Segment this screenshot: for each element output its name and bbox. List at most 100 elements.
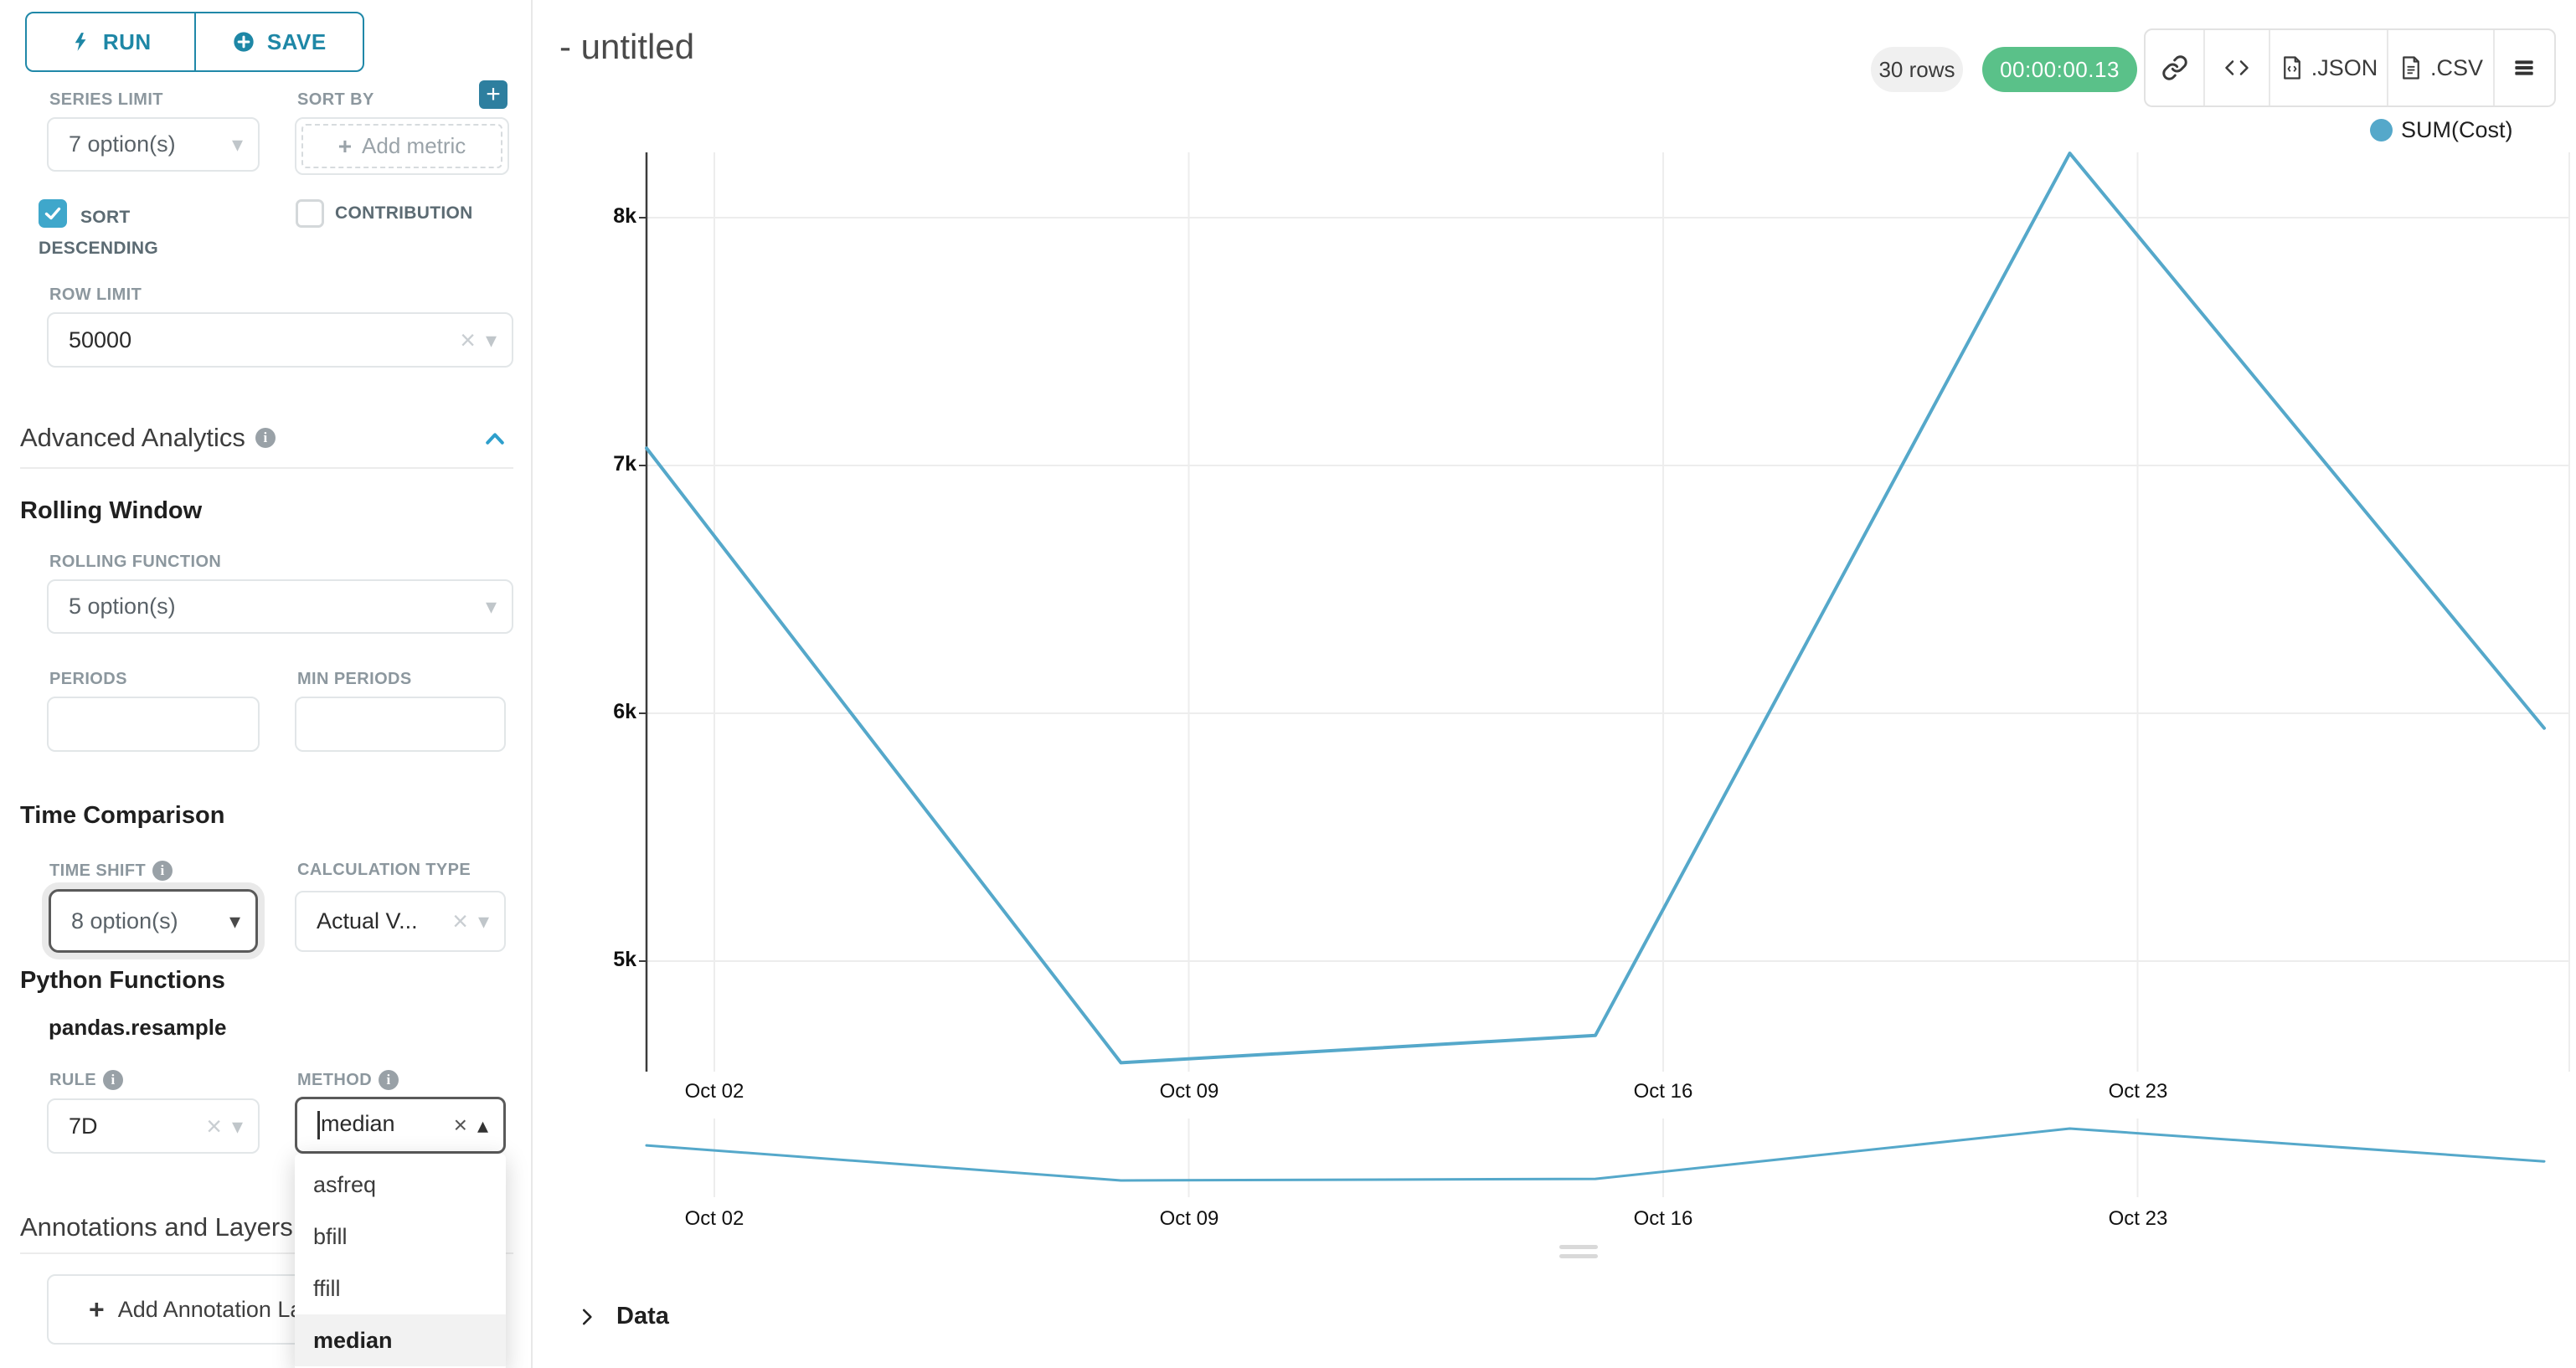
section-divider: [20, 467, 513, 469]
rolling-function-select[interactable]: 5 option(s) ▾: [47, 579, 513, 634]
chart-actions-toolbar: .JSON .CSV: [2144, 28, 2556, 107]
min-periods-input[interactable]: [295, 697, 506, 752]
x-axis-label: Oct 09: [1159, 1080, 1219, 1103]
sort-by-add-metric-box[interactable]: + Add metric: [295, 117, 509, 175]
plus-circle-icon: [234, 32, 254, 52]
text-cursor: [317, 1111, 320, 1139]
rule-select[interactable]: 7D × ▾: [47, 1098, 260, 1154]
sort-by-label: SORT BY: [297, 90, 374, 109]
rolling-window-title: Rolling Window: [20, 497, 203, 524]
section-divider: [20, 1252, 513, 1254]
advanced-analytics-header[interactable]: Advanced Analytics i: [20, 423, 276, 453]
mini-x-axis-label: Oct 02: [684, 1207, 744, 1230]
export-csv-button[interactable]: .CSV: [2388, 30, 2495, 105]
time-shift-label: TIME SHIFT i: [49, 861, 173, 881]
sort-descending-label: SORT DESCENDING: [39, 208, 159, 258]
clear-icon[interactable]: ×: [452, 906, 468, 936]
chart-title[interactable]: - untitled: [559, 27, 695, 66]
save-button-label: SAVE: [266, 28, 327, 54]
check-icon: [44, 207, 61, 220]
contribution-checkbox[interactable]: [296, 199, 324, 228]
series-limit-value: 7 option(s): [69, 131, 176, 157]
rule-value: 7D: [69, 1113, 98, 1139]
clear-icon[interactable]: ×: [206, 1110, 222, 1141]
run-button[interactable]: RUN: [27, 13, 196, 70]
sort-descending-checkbox[interactable]: [39, 199, 67, 228]
panel-divider[interactable]: [531, 0, 533, 1368]
y-axis-label: 6k: [613, 700, 636, 723]
mini-x-axis-label: Oct 09: [1159, 1207, 1219, 1230]
mini-x-axis-label: Oct 23: [2108, 1207, 2168, 1230]
rule-label: RULE i: [49, 1070, 124, 1090]
more-options-button[interactable]: [2495, 30, 2553, 105]
query-timer-badge: 00:00:00.13: [1982, 47, 2137, 92]
chart-legend[interactable]: SUM(Cost): [2370, 116, 2568, 144]
rule-label-text: RULE: [49, 1070, 97, 1089]
file-json-icon: [2283, 56, 2300, 80]
add-sort-metric-button[interactable]: +: [479, 80, 507, 109]
code-icon: [2225, 60, 2249, 75]
calculation-type-select[interactable]: Actual V... × ▾: [295, 891, 506, 952]
link-icon: [2161, 55, 2187, 80]
info-icon: i: [379, 1070, 399, 1090]
embed-code-button[interactable]: [2205, 30, 2270, 105]
method-option-ffill[interactable]: ffill: [313, 1276, 341, 1301]
method-option-bfill[interactable]: bfill: [313, 1224, 348, 1249]
file-csv-icon: [2403, 56, 2419, 80]
rolling-function-value: 5 option(s): [69, 594, 176, 619]
y-axis-label: 5k: [613, 948, 636, 971]
caret-down-icon: ▾: [485, 327, 497, 352]
rolling-function-label: ROLLING FUNCTION: [49, 553, 222, 571]
export-json-label: .JSON: [2311, 54, 2378, 80]
plus-icon: +: [89, 1293, 105, 1324]
periods-input[interactable]: [47, 697, 260, 752]
method-option-median[interactable]: median: [295, 1314, 506, 1366]
copy-link-button[interactable]: [2146, 30, 2205, 105]
calculation-type-value: Actual V...: [317, 908, 418, 933]
row-limit-select[interactable]: 50000 × ▾: [47, 312, 513, 368]
panel-resize-handle[interactable]: [1559, 1245, 1598, 1258]
chevron-right-icon: [582, 1309, 592, 1324]
method-value: median: [297, 1111, 449, 1139]
min-periods-label: MIN PERIODS: [297, 670, 412, 688]
calculation-type-label: CALCULATION TYPE: [297, 861, 471, 879]
control-panel-sidebar: RUN SAVE SERIES LIMIT 7 option(s) ▾ SORT…: [0, 0, 531, 1368]
time-shift-label-text: TIME SHIFT: [49, 861, 147, 880]
caret-down-icon: ▾: [485, 594, 497, 619]
row-limit-label: ROW LIMIT: [49, 285, 142, 304]
series-limit-label: SERIES LIMIT: [49, 90, 163, 109]
info-icon: i: [255, 428, 276, 448]
annotations-layers-header[interactable]: Annotations and Layers: [20, 1212, 293, 1242]
lightning-bolt-icon: [75, 33, 86, 51]
chevron-up-icon[interactable]: [482, 427, 507, 452]
clear-icon[interactable]: ×: [453, 1112, 467, 1138]
plus-icon: +: [337, 132, 353, 159]
mini-x-axis-label: Oct 16: [1633, 1207, 1693, 1230]
legend-dot: [2370, 118, 2393, 141]
method-combobox[interactable]: median × ▴: [295, 1097, 506, 1154]
run-button-label: RUN: [102, 28, 152, 54]
caret-down-icon: ▾: [231, 1113, 243, 1139]
time-shift-select[interactable]: 8 option(s) ▾: [49, 889, 258, 953]
caret-down-icon: ▾: [231, 131, 243, 157]
periods-label: PERIODS: [49, 670, 127, 688]
method-option-asfreq[interactable]: asfreq: [313, 1172, 377, 1197]
save-button[interactable]: SAVE: [196, 13, 363, 70]
x-axis-label: Oct 16: [1633, 1080, 1693, 1103]
caret-up-icon: ▴: [477, 1112, 488, 1138]
time-comparison-title: Time Comparison: [20, 802, 225, 829]
clear-icon[interactable]: ×: [460, 324, 476, 355]
data-panel-toggle[interactable]: Data: [576, 1303, 669, 1330]
time-shift-value: 8 option(s): [71, 908, 178, 933]
y-axis-label: 7k: [613, 452, 636, 476]
export-json-button[interactable]: .JSON: [2270, 30, 2388, 105]
x-axis-label: Oct 02: [684, 1080, 744, 1103]
advanced-analytics-title: Advanced Analytics: [20, 423, 245, 452]
add-metric-dropzone[interactable]: + Add metric: [301, 124, 502, 168]
plus-icon: +: [486, 80, 501, 108]
hamburger-menu-icon: [2514, 60, 2533, 75]
series-limit-select[interactable]: 7 option(s) ▾: [47, 117, 260, 172]
row-limit-value: 50000: [69, 327, 132, 352]
annotations-layers-title: Annotations and Layers: [20, 1212, 293, 1242]
